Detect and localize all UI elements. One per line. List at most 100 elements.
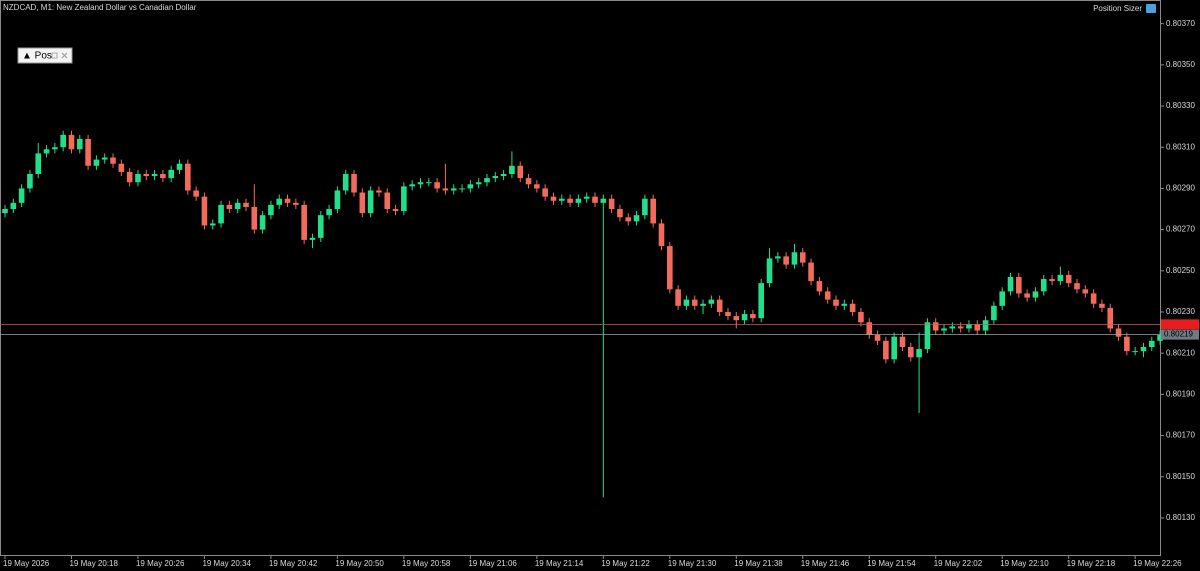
candle-body	[1082, 289, 1089, 294]
candle-body	[708, 299, 715, 304]
candle-body	[733, 316, 740, 321]
bid-label-box	[1161, 329, 1199, 340]
candle-body	[1040, 279, 1047, 292]
candle-body	[185, 163, 191, 191]
candle-body	[218, 204, 224, 224]
candle-body	[899, 336, 906, 347]
candle-body	[334, 190, 341, 210]
x-tick-label: 19 May 20:42	[269, 559, 318, 568]
candle-body	[841, 303, 848, 306]
candle-body	[1148, 340, 1155, 347]
x-tick-label: 19 May 20:18	[69, 559, 118, 568]
candle-body	[209, 223, 216, 226]
candle-body	[600, 198, 607, 203]
candle-body	[143, 173, 150, 177]
candle-body	[392, 209, 399, 212]
x-tick-label: 19 May 21:22	[601, 559, 650, 568]
candle-body	[492, 176, 499, 179]
candle-body	[1099, 303, 1105, 308]
x-tick-label: 19 May 21:54	[867, 559, 916, 568]
candle-body	[293, 202, 299, 205]
x-tick-label: 19 May 22:02	[934, 559, 983, 568]
candle-body	[284, 198, 291, 203]
candle-body	[941, 328, 947, 331]
candle-body	[500, 173, 507, 177]
panel-button-label[interactable]: ▲ Pos	[22, 51, 52, 62]
chart-title: NZDCAD, M1: New Zealand Dollar vs Canadi…	[3, 3, 197, 12]
candle-body	[608, 198, 615, 210]
candle-body	[1157, 334, 1163, 341]
candle-body	[1007, 276, 1014, 292]
candle-body	[18, 188, 25, 203]
y-tick-label: 0.80350	[1166, 60, 1195, 69]
candle-body	[1140, 346, 1147, 352]
candle-body	[367, 190, 374, 214]
restore-icon[interactable]	[51, 52, 58, 59]
candle-body	[484, 178, 490, 183]
candle-body	[907, 346, 914, 358]
candle-body	[558, 198, 565, 201]
candle-body	[924, 322, 931, 350]
panel-button-box[interactable]	[17, 47, 73, 64]
candle-body	[775, 256, 781, 259]
x-tick-label: 19 May 21:38	[734, 559, 783, 568]
candle-body	[592, 196, 598, 203]
candle-body	[766, 258, 773, 284]
candle-body	[276, 198, 283, 205]
ask-label-box	[1161, 319, 1199, 330]
x-tick-label: 19 May 21:46	[801, 559, 850, 568]
x-tick-label: 19 May 22:18	[1067, 559, 1116, 568]
x-tick-label: 19 May 20:26	[136, 559, 185, 568]
x-tick-label: 19 May 21:06	[468, 559, 517, 568]
panel-button[interactable]: ▲ Pos	[17, 47, 73, 64]
candle-body	[351, 173, 357, 193]
candle-body	[1016, 276, 1022, 294]
x-tick-label: 19 May 22:26	[1133, 559, 1182, 568]
candle-body	[342, 173, 349, 191]
indicator-icon[interactable]	[1146, 4, 1156, 13]
candle-body	[376, 190, 382, 193]
candle-body	[974, 324, 981, 331]
candle-body	[226, 204, 233, 210]
candle-body	[667, 246, 673, 290]
y-tick-label: 0.80270	[1166, 225, 1195, 234]
plot-frame	[0, 0, 1161, 556]
candle-body	[999, 291, 1005, 306]
candle-body	[891, 336, 897, 360]
candle-body	[118, 163, 125, 172]
candle-body	[824, 291, 831, 300]
candle-body	[168, 169, 174, 179]
candle-body	[542, 188, 548, 197]
candle-body	[1065, 274, 1072, 284]
candle-body	[10, 202, 17, 210]
candle-body	[43, 149, 50, 154]
candle-body	[52, 147, 58, 150]
candle-body	[658, 223, 665, 247]
y-tick-label: 0.80230	[1166, 307, 1195, 316]
candle-body	[957, 326, 964, 329]
x-tick-label: 19 May 20:50	[335, 559, 384, 568]
candle-body	[916, 349, 922, 358]
candle-body	[135, 173, 141, 183]
candle-body	[326, 209, 332, 216]
candle-body	[675, 289, 681, 306]
candle-body	[858, 311, 864, 323]
candle-body	[459, 188, 465, 190]
candle-body	[758, 283, 765, 319]
candle-body	[110, 157, 116, 164]
ask-label: 0.80224	[1164, 319, 1193, 328]
close-icon[interactable]	[61, 52, 68, 59]
candle-body	[534, 184, 540, 189]
candle-body	[716, 299, 723, 312]
candle-body	[234, 202, 241, 210]
candle-body	[450, 188, 457, 191]
y-tick-label: 0.80210	[1166, 348, 1195, 357]
x-tick-label: 19 May 22:10	[1000, 559, 1049, 568]
y-tick-label: 0.80150	[1166, 472, 1195, 481]
candle-body	[301, 204, 307, 240]
candle-body	[642, 198, 648, 216]
y-tick-label: 0.80250	[1166, 266, 1195, 275]
candle-body	[268, 204, 274, 216]
